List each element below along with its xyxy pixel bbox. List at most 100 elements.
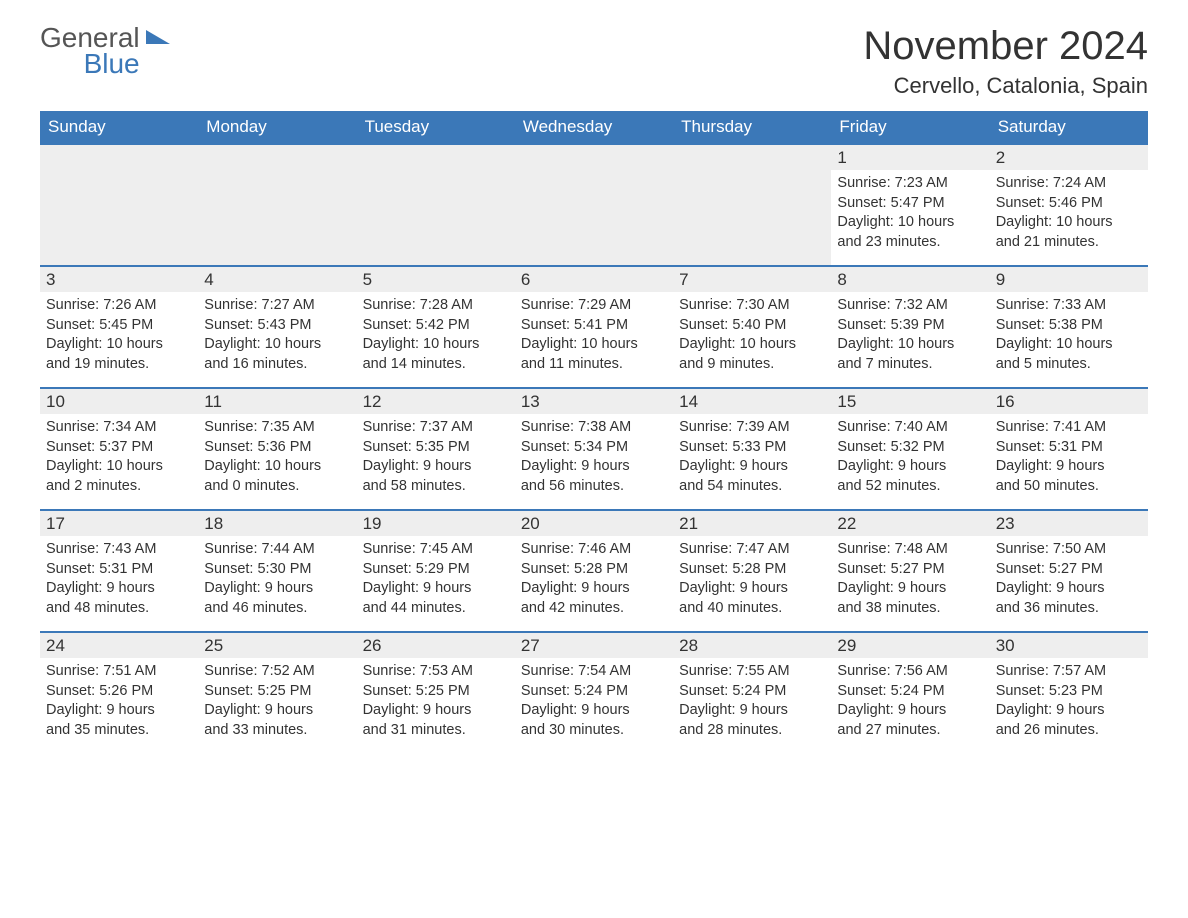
day-cell: 15 Sunrise: 7:40 AMSunset: 5:32 PMDayligh… xyxy=(831,388,989,510)
day-cell: 1Sunrise: 7:23 AMSunset: 5:47 PMDaylight… xyxy=(831,144,989,266)
day-number: 6 xyxy=(515,267,673,292)
calendar-table: Sunday Monday Tuesday Wednesday Thursday… xyxy=(40,111,1148,754)
day-info: Sunrise: 7:48 AMSunset: 5:27 PMDaylight:… xyxy=(831,536,989,624)
day-info: Sunrise: 7:32 AMSunset: 5:39 PMDaylight:… xyxy=(831,292,989,380)
day-cell: 13 Sunrise: 7:38 AMSunset: 5:34 PMDayligh… xyxy=(515,388,673,510)
day-sunset: Sunset: 5:26 PM xyxy=(46,682,192,702)
day-daylight1: Daylight: 9 hours xyxy=(363,701,509,721)
day-sunset: Sunset: 5:38 PM xyxy=(996,316,1142,336)
day-sunset: Sunset: 5:28 PM xyxy=(679,560,825,580)
day-number: 5 xyxy=(357,267,515,292)
day-info: Sunrise: 7:52 AMSunset: 5:25 PMDaylight:… xyxy=(198,658,356,746)
day-info: Sunrise: 7:44 AMSunset: 5:30 PMDaylight:… xyxy=(198,536,356,624)
day-cell: 9Sunrise: 7:33 AMSunset: 5:38 PMDaylight… xyxy=(990,266,1148,388)
day-cell: 7Sunrise: 7:30 AMSunset: 5:40 PMDaylight… xyxy=(673,266,831,388)
location: Cervello, Catalonia, Spain xyxy=(863,73,1148,99)
day-daylight1: Daylight: 9 hours xyxy=(46,579,192,599)
day-sunrise: Sunrise: 7:55 AM xyxy=(679,662,825,682)
day-daylight2: and 48 minutes. xyxy=(46,599,192,619)
day-info: Sunrise: 7:56 AMSunset: 5:24 PMDaylight:… xyxy=(831,658,989,746)
day-sunset: Sunset: 5:24 PM xyxy=(837,682,983,702)
day-daylight1: Daylight: 9 hours xyxy=(363,579,509,599)
day-cell: 18Sunrise: 7:44 AMSunset: 5:30 PMDayligh… xyxy=(198,510,356,632)
day-sunrise: Sunrise: 7:56 AM xyxy=(837,662,983,682)
day-number: 4 xyxy=(198,267,356,292)
day-number: 10 xyxy=(40,389,198,414)
day-daylight2: and 2 minutes. xyxy=(46,477,192,497)
day-sunset: Sunset: 5:47 PM xyxy=(837,194,983,214)
day-daylight1: Daylight: 10 hours xyxy=(204,457,350,477)
day-sunrise: Sunrise: 7:28 AM xyxy=(363,296,509,316)
day-daylight2: and 14 minutes. xyxy=(363,355,509,375)
week-row: 24Sunrise: 7:51 AMSunset: 5:26 PMDayligh… xyxy=(40,632,1148,754)
col-monday: Monday xyxy=(198,111,356,144)
day-daylight2: and 42 minutes. xyxy=(521,599,667,619)
day-daylight1: Daylight: 10 hours xyxy=(363,335,509,355)
day-daylight2: and 46 minutes. xyxy=(204,599,350,619)
day-sunset: Sunset: 5:43 PM xyxy=(204,316,350,336)
week-row: 10Sunrise: 7:34 AMSunset: 5:37 PMDayligh… xyxy=(40,388,1148,510)
day-info: Sunrise: 7:24 AMSunset: 5:46 PMDaylight:… xyxy=(990,170,1148,258)
day-number: 23 xyxy=(990,511,1148,536)
day-cell: 12Sunrise: 7:37 AMSunset: 5:35 PMDayligh… xyxy=(357,388,515,510)
day-sunrise: Sunrise: 7:40 AM xyxy=(837,418,983,438)
day-sunset: Sunset: 5:30 PM xyxy=(204,560,350,580)
day-info: Sunrise: 7:51 AMSunset: 5:26 PMDaylight:… xyxy=(40,658,198,746)
day-daylight1: Daylight: 9 hours xyxy=(996,579,1142,599)
day-daylight2: and 7 minutes. xyxy=(837,355,983,375)
col-saturday: Saturday xyxy=(990,111,1148,144)
day-sunrise: Sunrise: 7:32 AM xyxy=(837,296,983,316)
day-daylight2: and 35 minutes. xyxy=(46,721,192,741)
day-daylight2: and 9 minutes. xyxy=(679,355,825,375)
col-sunday: Sunday xyxy=(40,111,198,144)
day-number: 17 xyxy=(40,511,198,536)
day-daylight2: and 56 minutes. xyxy=(521,477,667,497)
day-daylight1: Daylight: 9 hours xyxy=(46,701,192,721)
header: General Blue November 2024 Cervello, Cat… xyxy=(40,24,1148,99)
day-cell: 21Sunrise: 7:47 AMSunset: 5:28 PMDayligh… xyxy=(673,510,831,632)
day-sunset: Sunset: 5:25 PM xyxy=(204,682,350,702)
day-sunset: Sunset: 5:42 PM xyxy=(363,316,509,336)
day-sunset: Sunset: 5:32 PM xyxy=(837,438,983,458)
day-cell: 26Sunrise: 7:53 AMSunset: 5:25 PMDayligh… xyxy=(357,632,515,754)
day-number: 22 xyxy=(831,511,989,536)
day-sunset: Sunset: 5:34 PM xyxy=(521,438,667,458)
day-number: 13 xyxy=(515,389,673,414)
day-sunset: Sunset: 5:24 PM xyxy=(679,682,825,702)
day-sunrise: Sunrise: 7:53 AM xyxy=(363,662,509,682)
day-number: 19 xyxy=(357,511,515,536)
day-cell: 22Sunrise: 7:48 AMSunset: 5:27 PMDayligh… xyxy=(831,510,989,632)
day-info: Sunrise: 7:29 AMSunset: 5:41 PMDaylight:… xyxy=(515,292,673,380)
day-info: Sunrise: 7:33 AMSunset: 5:38 PMDaylight:… xyxy=(990,292,1148,380)
day-daylight1: Daylight: 9 hours xyxy=(679,457,825,477)
logo-part2: Blue xyxy=(40,50,140,78)
day-cell: 20Sunrise: 7:46 AMSunset: 5:28 PMDayligh… xyxy=(515,510,673,632)
day-daylight1: Daylight: 9 hours xyxy=(204,701,350,721)
day-info: Sunrise: 7:34 AMSunset: 5:37 PMDaylight:… xyxy=(40,414,198,502)
day-sunset: Sunset: 5:39 PM xyxy=(837,316,983,336)
day-number: 2 xyxy=(990,145,1148,170)
day-daylight1: Daylight: 9 hours xyxy=(996,701,1142,721)
day-cell: 10Sunrise: 7:34 AMSunset: 5:37 PMDayligh… xyxy=(40,388,198,510)
day-number: 3 xyxy=(40,267,198,292)
day-daylight1: Daylight: 9 hours xyxy=(837,457,983,477)
day-cell: 19Sunrise: 7:45 AMSunset: 5:29 PMDayligh… xyxy=(357,510,515,632)
day-info: Sunrise: 7:30 AMSunset: 5:40 PMDaylight:… xyxy=(673,292,831,380)
day-info: Sunrise: 7:43 AMSunset: 5:31 PMDaylight:… xyxy=(40,536,198,624)
day-daylight1: Daylight: 10 hours xyxy=(837,335,983,355)
day-info: Sunrise: 7:37 AMSunset: 5:35 PMDaylight:… xyxy=(357,414,515,502)
weekday-header-row: Sunday Monday Tuesday Wednesday Thursday… xyxy=(40,111,1148,144)
day-sunset: Sunset: 5:27 PM xyxy=(837,560,983,580)
day-info: Sunrise: 7:27 AMSunset: 5:43 PMDaylight:… xyxy=(198,292,356,380)
day-sunrise: Sunrise: 7:38 AM xyxy=(521,418,667,438)
day-sunset: Sunset: 5:36 PM xyxy=(204,438,350,458)
day-daylight1: Daylight: 9 hours xyxy=(521,701,667,721)
day-daylight1: Daylight: 9 hours xyxy=(521,457,667,477)
day-sunrise: Sunrise: 7:37 AM xyxy=(363,418,509,438)
day-daylight2: and 21 minutes. xyxy=(996,233,1142,253)
day-daylight2: and 40 minutes. xyxy=(679,599,825,619)
day-sunset: Sunset: 5:28 PM xyxy=(521,560,667,580)
day-number: 15 xyxy=(831,389,989,414)
day-daylight1: Daylight: 10 hours xyxy=(996,213,1142,233)
logo-flag-icon xyxy=(146,30,170,44)
